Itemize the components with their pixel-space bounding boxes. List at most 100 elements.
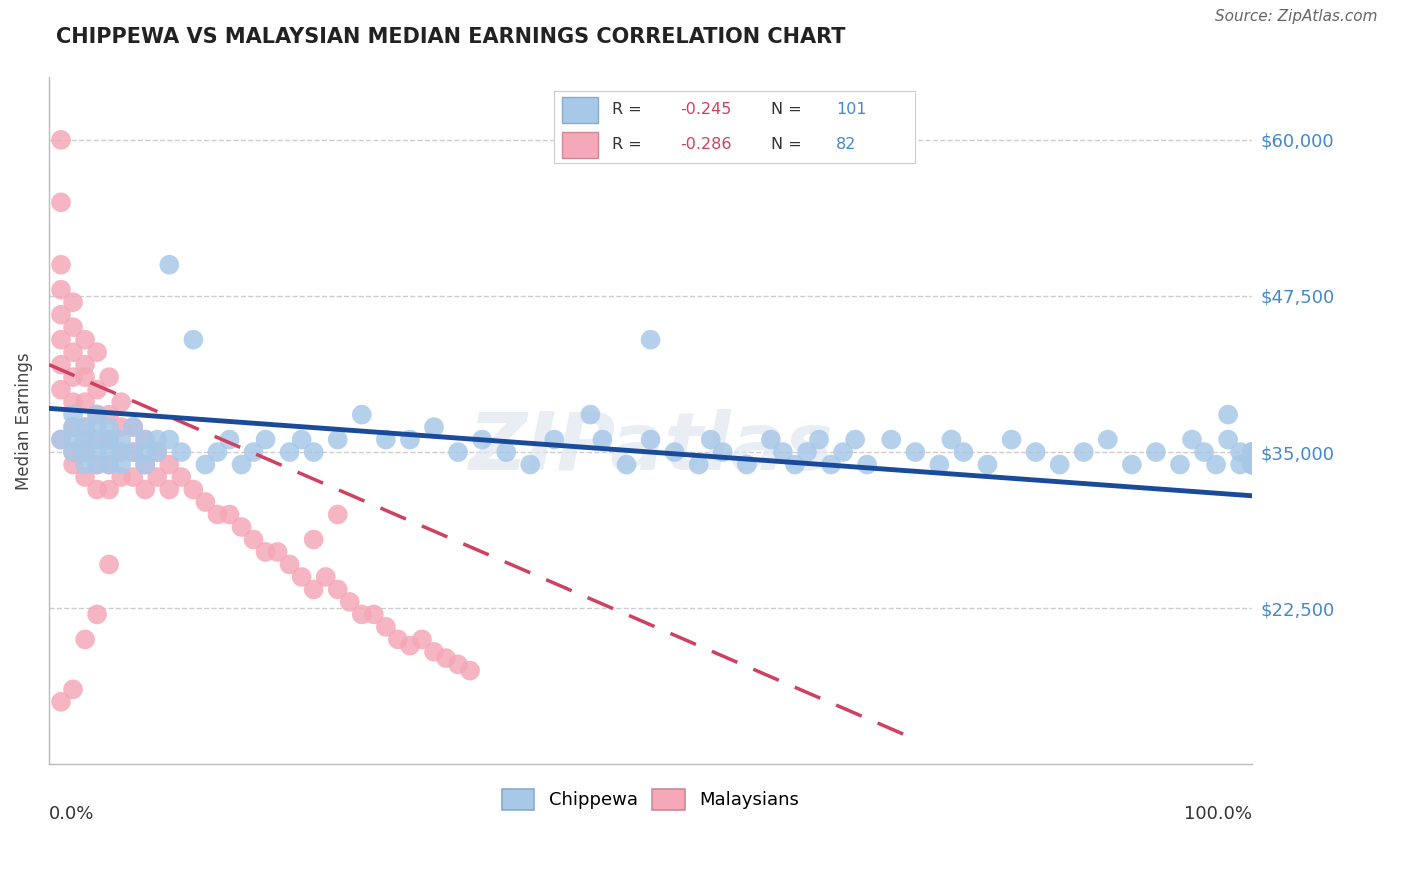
Point	[157, 433, 180, 447]
Point	[157, 483, 180, 497]
Point	[1192, 445, 1215, 459]
Point	[75, 395, 97, 409]
Point	[62, 445, 84, 459]
Point	[423, 420, 446, 434]
Point	[1097, 433, 1119, 447]
Point	[579, 408, 602, 422]
Point	[110, 458, 132, 472]
Point	[1229, 445, 1251, 459]
Point	[98, 558, 121, 572]
Point	[75, 445, 97, 459]
Point	[387, 632, 409, 647]
Point	[122, 470, 145, 484]
Point	[254, 433, 277, 447]
Point	[62, 295, 84, 310]
Point	[302, 445, 325, 459]
Point	[315, 570, 337, 584]
Point	[98, 420, 121, 434]
Point	[1241, 445, 1264, 459]
Point	[157, 258, 180, 272]
Point	[75, 358, 97, 372]
Point	[110, 420, 132, 434]
Point	[62, 682, 84, 697]
Point	[122, 445, 145, 459]
Point	[218, 508, 240, 522]
Point	[374, 620, 396, 634]
Point	[242, 445, 264, 459]
Point	[640, 433, 662, 447]
Point	[808, 433, 831, 447]
Point	[75, 470, 97, 484]
Point	[434, 651, 457, 665]
Point	[640, 333, 662, 347]
Point	[134, 445, 156, 459]
Point	[447, 657, 470, 672]
Point	[399, 433, 422, 447]
Point	[86, 408, 108, 422]
Point	[75, 632, 97, 647]
Point	[471, 433, 494, 447]
Point	[194, 458, 217, 472]
Point	[122, 420, 145, 434]
Point	[423, 645, 446, 659]
Point	[110, 395, 132, 409]
Point	[110, 470, 132, 484]
Point	[1144, 445, 1167, 459]
Point	[157, 458, 180, 472]
Point	[75, 420, 97, 434]
Point	[941, 433, 963, 447]
Point	[194, 495, 217, 509]
Point	[98, 445, 121, 459]
Point	[783, 458, 806, 472]
Point	[1216, 408, 1239, 422]
Point	[62, 395, 84, 409]
Point	[1241, 445, 1264, 459]
Point	[1049, 458, 1071, 472]
Text: 100.0%: 100.0%	[1184, 805, 1253, 823]
Point	[399, 639, 422, 653]
Point	[254, 545, 277, 559]
Point	[856, 458, 879, 472]
Point	[75, 333, 97, 347]
Point	[86, 345, 108, 359]
Point	[62, 320, 84, 334]
Text: 0.0%: 0.0%	[49, 805, 94, 823]
Point	[339, 595, 361, 609]
Point	[759, 433, 782, 447]
Point	[1241, 445, 1264, 459]
Point	[75, 433, 97, 447]
Point	[291, 570, 314, 584]
Point	[75, 420, 97, 434]
Point	[411, 632, 433, 647]
Point	[170, 470, 193, 484]
Point	[543, 433, 565, 447]
Point	[98, 458, 121, 472]
Point	[880, 433, 903, 447]
Y-axis label: Median Earnings: Median Earnings	[15, 352, 32, 490]
Point	[75, 445, 97, 459]
Point	[98, 433, 121, 447]
Point	[49, 283, 72, 297]
Point	[75, 433, 97, 447]
Point	[350, 408, 373, 422]
Text: Source: ZipAtlas.com: Source: ZipAtlas.com	[1215, 9, 1378, 24]
Point	[122, 445, 145, 459]
Point	[458, 664, 481, 678]
Point	[796, 445, 818, 459]
Point	[711, 445, 734, 459]
Point	[49, 333, 72, 347]
Point	[134, 458, 156, 472]
Point	[1000, 433, 1022, 447]
Point	[231, 458, 253, 472]
Point	[207, 445, 229, 459]
Point	[1181, 433, 1204, 447]
Point	[110, 445, 132, 459]
Point	[1229, 458, 1251, 472]
Point	[49, 133, 72, 147]
Point	[86, 383, 108, 397]
Point	[49, 695, 72, 709]
Point	[664, 445, 686, 459]
Point	[688, 458, 710, 472]
Point	[326, 433, 349, 447]
Point	[266, 545, 288, 559]
